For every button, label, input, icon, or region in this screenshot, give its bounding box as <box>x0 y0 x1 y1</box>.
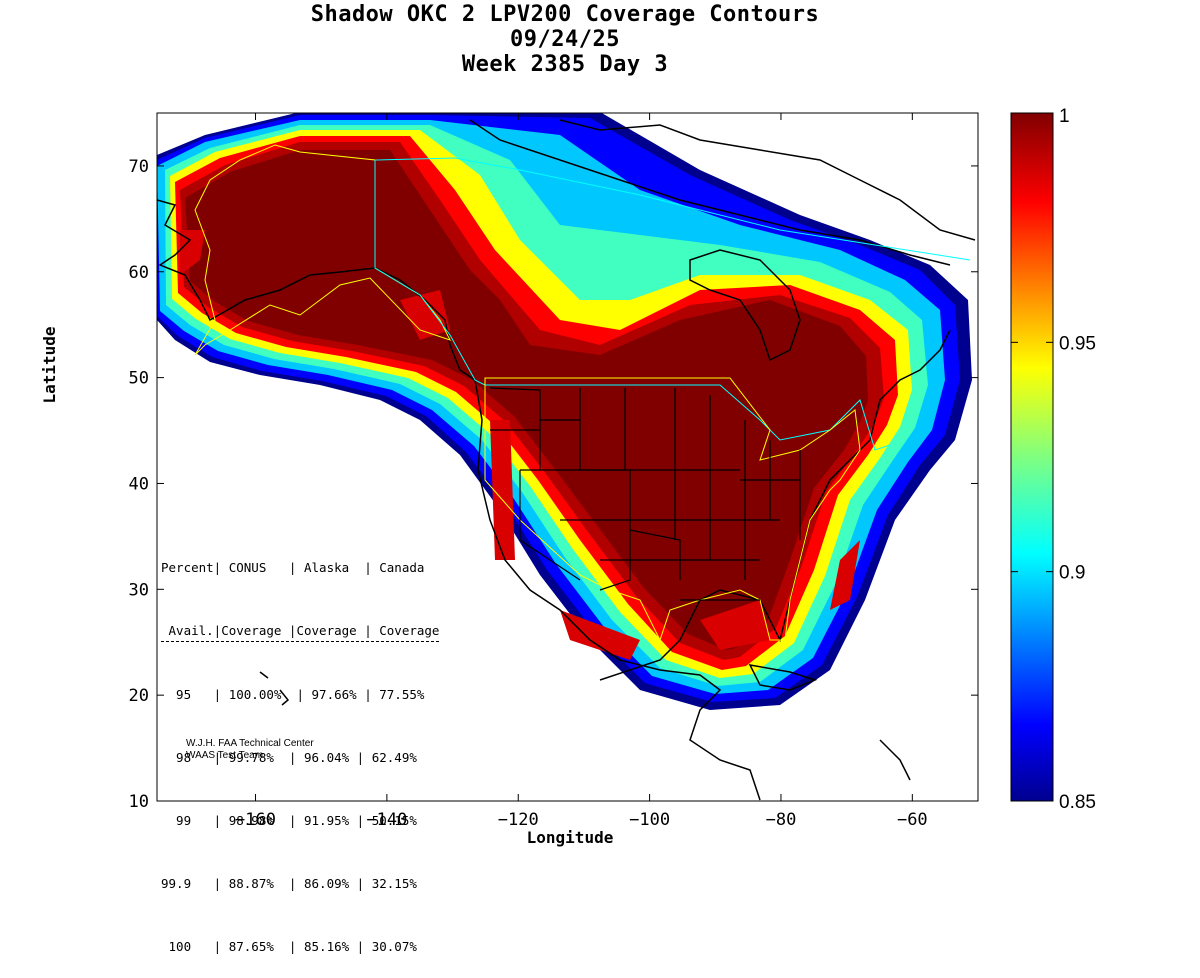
colorbar-tick-label: 0.95 <box>1059 333 1096 354</box>
y-tick-label: 70 <box>129 157 149 177</box>
axis-ticks: −160 −140 −120 −100 −80 −60 10 20 30 40 50 60 70 <box>129 113 978 830</box>
coverage-table-header: Percent| CONUS | Alaska | Canada <box>161 560 425 575</box>
x-axis-label: Longitude <box>526 828 614 847</box>
colorbar-tick-label: 0.9 <box>1059 563 1085 584</box>
coverage-table-row: 99.9 | 88.87% | 86.09% | 32.15% <box>161 876 417 891</box>
x-tick-label: −100 <box>629 810 670 830</box>
contour-band-100 <box>185 150 868 650</box>
x-tick-label: −60 <box>897 810 928 830</box>
coverage-table-header: Avail.|Coverage |Coverage | Coverage <box>161 620 440 642</box>
x-tick-label: −80 <box>766 810 797 830</box>
map-week: Week 2385 Day 3 <box>461 52 669 77</box>
colorbar-tick-label: 0.85 <box>1059 792 1096 813</box>
coverage-table-row: 100 | 87.65% | 85.16% | 30.07% <box>161 939 417 954</box>
colorbar <box>1010 112 1054 802</box>
x-tick-label: −140 <box>366 810 407 830</box>
colorbar-tick-label: 1 <box>1059 106 1070 127</box>
y-tick-label: 60 <box>129 263 149 283</box>
coverage-table-row: 95 | 100.00% | 97.66% | 77.55% <box>161 687 425 702</box>
coverage-table-row: 98 | 99.78% | 96.04% | 62.49% <box>161 750 417 765</box>
credit-line: WAAS Test Team <box>186 750 264 761</box>
y-tick-label: 30 <box>129 580 149 600</box>
credit-text: W.J.H. FAA Technical Center WAAS Test Te… <box>186 738 314 762</box>
x-tick-label: −160 <box>235 810 276 830</box>
map-title: Shadow OKC 2 LPV200 Coverage Contours <box>310 2 820 27</box>
y-tick-label: 40 <box>129 474 149 494</box>
map-date: 09/24/25 <box>510 27 620 52</box>
y-tick-label: 10 <box>129 792 149 812</box>
coverage-contours <box>157 113 972 710</box>
y-tick-label: 20 <box>129 686 149 706</box>
region-boundaries <box>194 144 971 642</box>
y-tick-label: 50 <box>129 369 149 389</box>
x-tick-label: −120 <box>498 810 539 830</box>
coverage-map: −160 −140 −120 −100 −80 −60 10 20 30 40 50 60 70 1 0.… <box>129 106 1096 830</box>
y-axis-label: Latitude <box>40 326 59 404</box>
state-lines <box>489 387 801 601</box>
plot-frame <box>156 112 979 802</box>
colorbar-ticks: 1 0.95 0.9 0.85 <box>1011 106 1096 813</box>
coverage-table-row: 99 | 98.98% | 91.95% | 50.15% <box>161 813 417 828</box>
credit-line: W.J.H. FAA Technical Center <box>186 738 314 749</box>
